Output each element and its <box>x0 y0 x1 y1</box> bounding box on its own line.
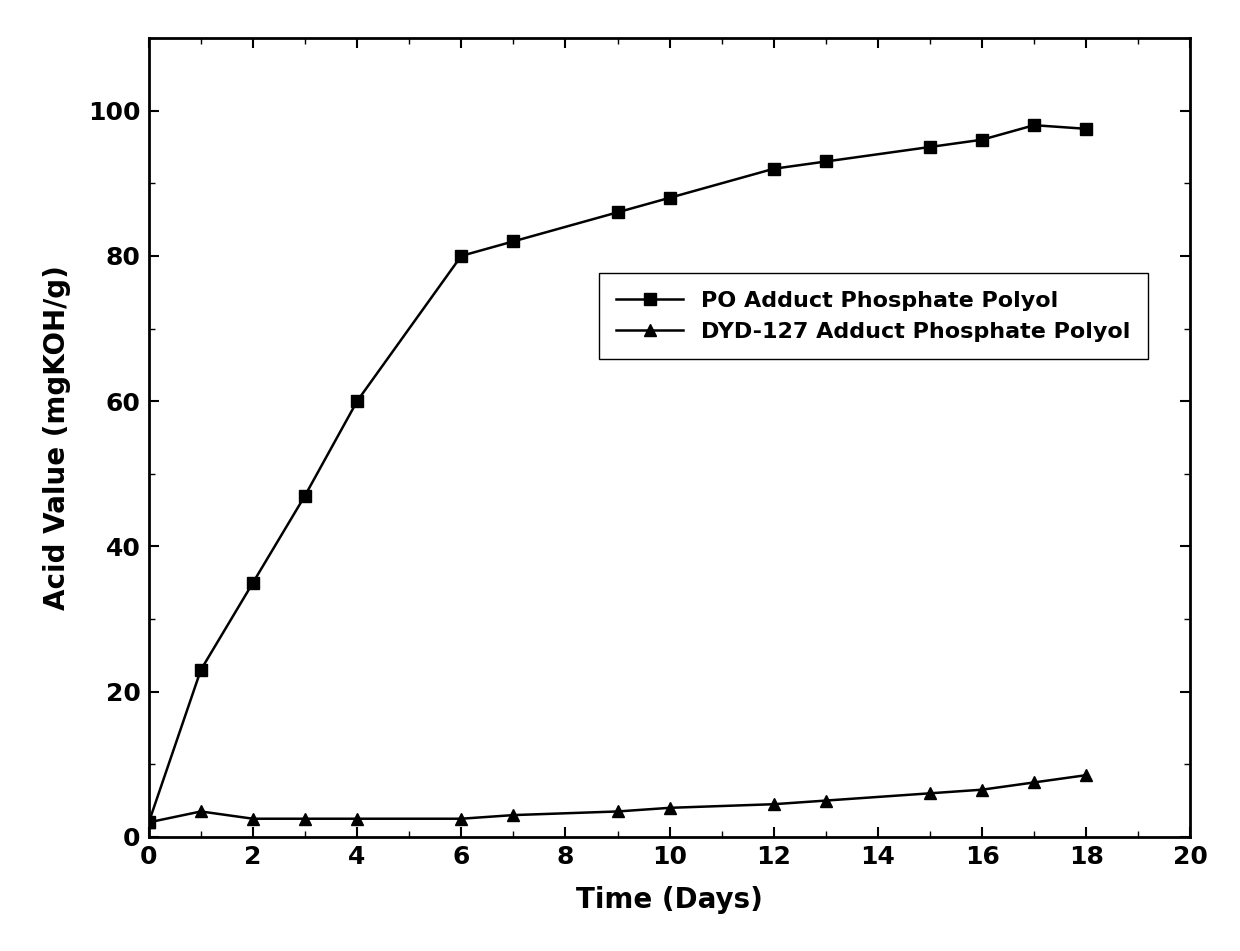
PO Adduct Phosphate Polyol <box>141 817 156 828</box>
DYD-127 Adduct Phosphate Polyol <box>454 813 469 825</box>
PO Adduct Phosphate Polyol <box>454 250 469 262</box>
PO Adduct Phosphate Polyol <box>1079 123 1094 134</box>
Y-axis label: Acid Value (mgKOH/g): Acid Value (mgKOH/g) <box>43 265 71 610</box>
PO Adduct Phosphate Polyol <box>662 192 677 204</box>
DYD-127 Adduct Phosphate Polyol <box>246 813 260 825</box>
PO Adduct Phosphate Polyol <box>610 206 625 218</box>
DYD-127 Adduct Phosphate Polyol <box>350 813 365 825</box>
X-axis label: Time (Days): Time (Days) <box>577 886 763 914</box>
PO Adduct Phosphate Polyol <box>923 142 937 153</box>
DYD-127 Adduct Phosphate Polyol <box>766 799 781 810</box>
PO Adduct Phosphate Polyol <box>1027 120 1042 131</box>
DYD-127 Adduct Phosphate Polyol <box>506 809 521 821</box>
DYD-127 Adduct Phosphate Polyol <box>141 817 156 828</box>
DYD-127 Adduct Phosphate Polyol <box>923 787 937 799</box>
DYD-127 Adduct Phosphate Polyol <box>818 795 833 806</box>
DYD-127 Adduct Phosphate Polyol <box>975 784 990 795</box>
Line: PO Adduct Phosphate Polyol: PO Adduct Phosphate Polyol <box>143 119 1092 828</box>
PO Adduct Phosphate Polyol <box>975 134 990 146</box>
DYD-127 Adduct Phosphate Polyol <box>610 805 625 817</box>
PO Adduct Phosphate Polyol <box>350 396 365 407</box>
PO Adduct Phosphate Polyol <box>818 156 833 167</box>
Legend: PO Adduct Phosphate Polyol, DYD-127 Adduct Phosphate Polyol: PO Adduct Phosphate Polyol, DYD-127 Addu… <box>599 273 1148 359</box>
Line: DYD-127 Adduct Phosphate Polyol: DYD-127 Adduct Phosphate Polyol <box>143 769 1092 828</box>
DYD-127 Adduct Phosphate Polyol <box>1079 769 1094 781</box>
DYD-127 Adduct Phosphate Polyol <box>662 802 677 813</box>
PO Adduct Phosphate Polyol <box>766 163 781 174</box>
PO Adduct Phosphate Polyol <box>298 490 312 501</box>
DYD-127 Adduct Phosphate Polyol <box>298 813 312 825</box>
PO Adduct Phosphate Polyol <box>506 236 521 247</box>
DYD-127 Adduct Phosphate Polyol <box>193 805 208 817</box>
DYD-127 Adduct Phosphate Polyol <box>1027 777 1042 788</box>
PO Adduct Phosphate Polyol <box>246 577 260 589</box>
PO Adduct Phosphate Polyol <box>193 664 208 675</box>
